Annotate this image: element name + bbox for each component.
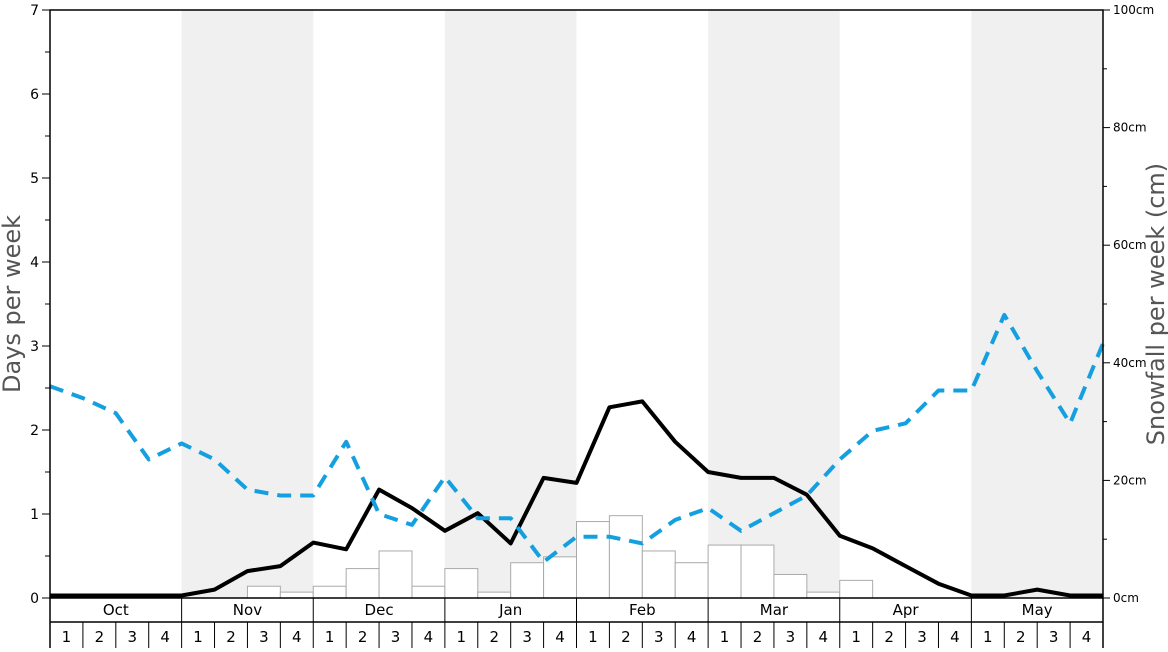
week-label: 3 <box>1049 628 1059 646</box>
week-label: 2 <box>226 628 236 646</box>
snowfall-bar <box>608 515 643 599</box>
week-label: 3 <box>917 628 927 646</box>
month-band-nov <box>181 10 314 598</box>
month-label: Feb <box>629 601 656 619</box>
snowfall-bar <box>543 556 577 599</box>
snowfall-bar <box>641 550 676 599</box>
left-tick-label: 4 <box>30 255 39 271</box>
left-tick-label: 3 <box>30 339 39 355</box>
week-label: 3 <box>391 628 401 646</box>
month-band-mar <box>708 10 840 598</box>
month-label: May <box>1022 601 1053 619</box>
week-label: 4 <box>424 628 434 646</box>
snowfall-bar <box>839 579 874 599</box>
dashed-line <box>49 312 1105 564</box>
month-label: Dec <box>365 601 394 619</box>
week-label: 2 <box>489 628 499 646</box>
right-tick-label: 40cm <box>1113 356 1147 370</box>
snowfall-bar <box>378 550 413 599</box>
week-label: 4 <box>555 628 565 646</box>
week-label: 3 <box>259 628 269 646</box>
snowfall-bar <box>312 585 347 599</box>
left-tick-label: 7 <box>30 3 39 19</box>
snowfall-bar <box>707 544 742 599</box>
solid-line <box>50 399 1103 598</box>
week-label: 1 <box>62 628 72 646</box>
month-axis: Oct 1 2 3 4 Nov 1 2 3 4 Dec 1 2 3 4 Jan 1 2 3 4 Feb 1 2 3 4 Mar 1 2… <box>49 598 1104 648</box>
snowfall-bar <box>674 562 709 599</box>
left-tick-label: 5 <box>30 171 39 187</box>
week-label: 2 <box>753 628 763 646</box>
right-tick-label: 20cm <box>1113 473 1147 487</box>
week-label: 1 <box>193 628 203 646</box>
week-label: 1 <box>983 628 993 646</box>
week-label: 4 <box>292 628 302 646</box>
week-label: 4 <box>950 628 960 646</box>
snowfall-bar <box>773 573 808 599</box>
month-label: Apr <box>893 601 920 619</box>
left-axis-label: Days per week <box>0 215 26 393</box>
snowfall-bar <box>411 585 446 599</box>
left-tick-label: 1 <box>30 507 39 523</box>
week-label: 3 <box>127 628 137 646</box>
week-label: 3 <box>786 628 796 646</box>
month-label: Jan <box>498 601 522 619</box>
right-tick-label: 60cm <box>1113 238 1147 252</box>
snowfall-bar <box>279 591 314 599</box>
month-band-jan <box>444 10 577 598</box>
right-tick-label: 100cm <box>1113 3 1154 17</box>
week-label: 1 <box>588 628 598 646</box>
snowfall-bar <box>477 591 512 599</box>
week-label: 2 <box>95 628 105 646</box>
snowfall-bar <box>510 562 545 599</box>
left-tick-label: 0 <box>30 591 39 607</box>
week-label: 2 <box>1016 628 1026 646</box>
right-tick-label: 0cm <box>1113 591 1139 605</box>
left-tick-label: 6 <box>30 87 39 103</box>
week-label: 2 <box>884 628 894 646</box>
snowfall-bar <box>444 568 479 599</box>
month-band-may <box>971 10 1103 598</box>
week-label: 3 <box>654 628 664 646</box>
week-label: 2 <box>621 628 631 646</box>
snowfall-bar <box>806 591 841 599</box>
month-label: Oct <box>103 601 129 619</box>
month-label: Nov <box>233 601 262 619</box>
week-label: 4 <box>819 628 829 646</box>
week-label: 3 <box>522 628 532 646</box>
right-axis-label: Snowfall per week (cm) <box>1142 163 1168 445</box>
week-label: 1 <box>720 628 730 646</box>
snowfall-bar <box>345 568 380 599</box>
axes: 0 1 2 3 4 5 6 7 0cm 20cm 40cm 60cm 80cm 100cm <box>30 3 1154 607</box>
snowfall-bars <box>246 515 874 599</box>
month-label: Mar <box>760 601 789 619</box>
left-tick-label: 2 <box>30 423 39 439</box>
week-label: 1 <box>851 628 861 646</box>
right-tick-label: 80cm <box>1113 121 1147 135</box>
snowfall-bar <box>246 585 281 599</box>
week-label: 2 <box>358 628 368 646</box>
week-label: 1 <box>457 628 467 646</box>
week-label: 1 <box>325 628 335 646</box>
week-label: 4 <box>1082 628 1092 646</box>
week-label: 4 <box>687 628 697 646</box>
line-series <box>49 312 1105 598</box>
month-shading <box>181 10 1103 598</box>
week-label: 4 <box>160 628 170 646</box>
snowfall-bar <box>740 544 775 599</box>
snowfall-bar <box>576 521 610 599</box>
